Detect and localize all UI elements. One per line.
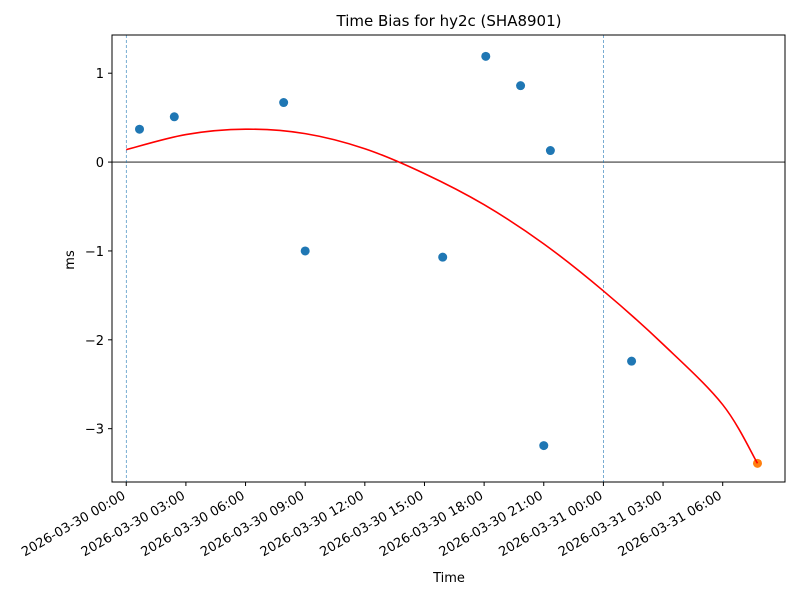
data-point-series-0 <box>627 356 637 366</box>
chart-title: Time Bias for hy2c (SHA8901) <box>336 12 562 30</box>
x-tick-label: 2026-03-30 00:00 <box>19 488 128 560</box>
x-tick-label: 2026-03-30 03:00 <box>79 488 188 560</box>
data-point-series-0 <box>516 81 526 91</box>
data-point-series-0 <box>539 441 549 451</box>
y-tick-label: 0 <box>96 156 104 171</box>
y-tick-label: −2 <box>85 334 104 349</box>
data-point-series-0 <box>438 252 448 262</box>
y-tick-label: 1 <box>96 67 104 82</box>
data-point-series-0 <box>545 146 555 156</box>
x-tick-label: 2026-03-30 18:00 <box>377 488 486 560</box>
fit-curve <box>126 128 759 464</box>
data-point-series-0 <box>481 51 491 61</box>
data-point-series-0 <box>169 112 179 122</box>
y-tick-label: −1 <box>85 245 104 260</box>
x-tick-label: 2026-03-30 12:00 <box>258 488 367 560</box>
x-axis-title: Time <box>432 571 465 586</box>
x-tick-label: 2026-03-30 09:00 <box>198 488 307 560</box>
plot-frame <box>111 34 786 483</box>
x-tick-label: 2026-03-31 03:00 <box>556 488 665 560</box>
x-tick-label: 2026-03-31 06:00 <box>616 488 725 560</box>
data-point-series-0 <box>135 124 145 134</box>
y-tick-label: −3 <box>85 423 104 438</box>
data-point-series-0 <box>300 246 310 256</box>
y-axis-title: ms <box>63 250 78 270</box>
x-tick-label: 2026-03-30 15:00 <box>318 488 427 560</box>
x-tick-label: 2026-03-31 00:00 <box>496 488 605 560</box>
x-tick-label: 2026-03-30 06:00 <box>139 488 248 560</box>
data-point-series-0 <box>279 98 289 108</box>
x-tick-label: 2026-03-30 21:00 <box>437 488 546 560</box>
